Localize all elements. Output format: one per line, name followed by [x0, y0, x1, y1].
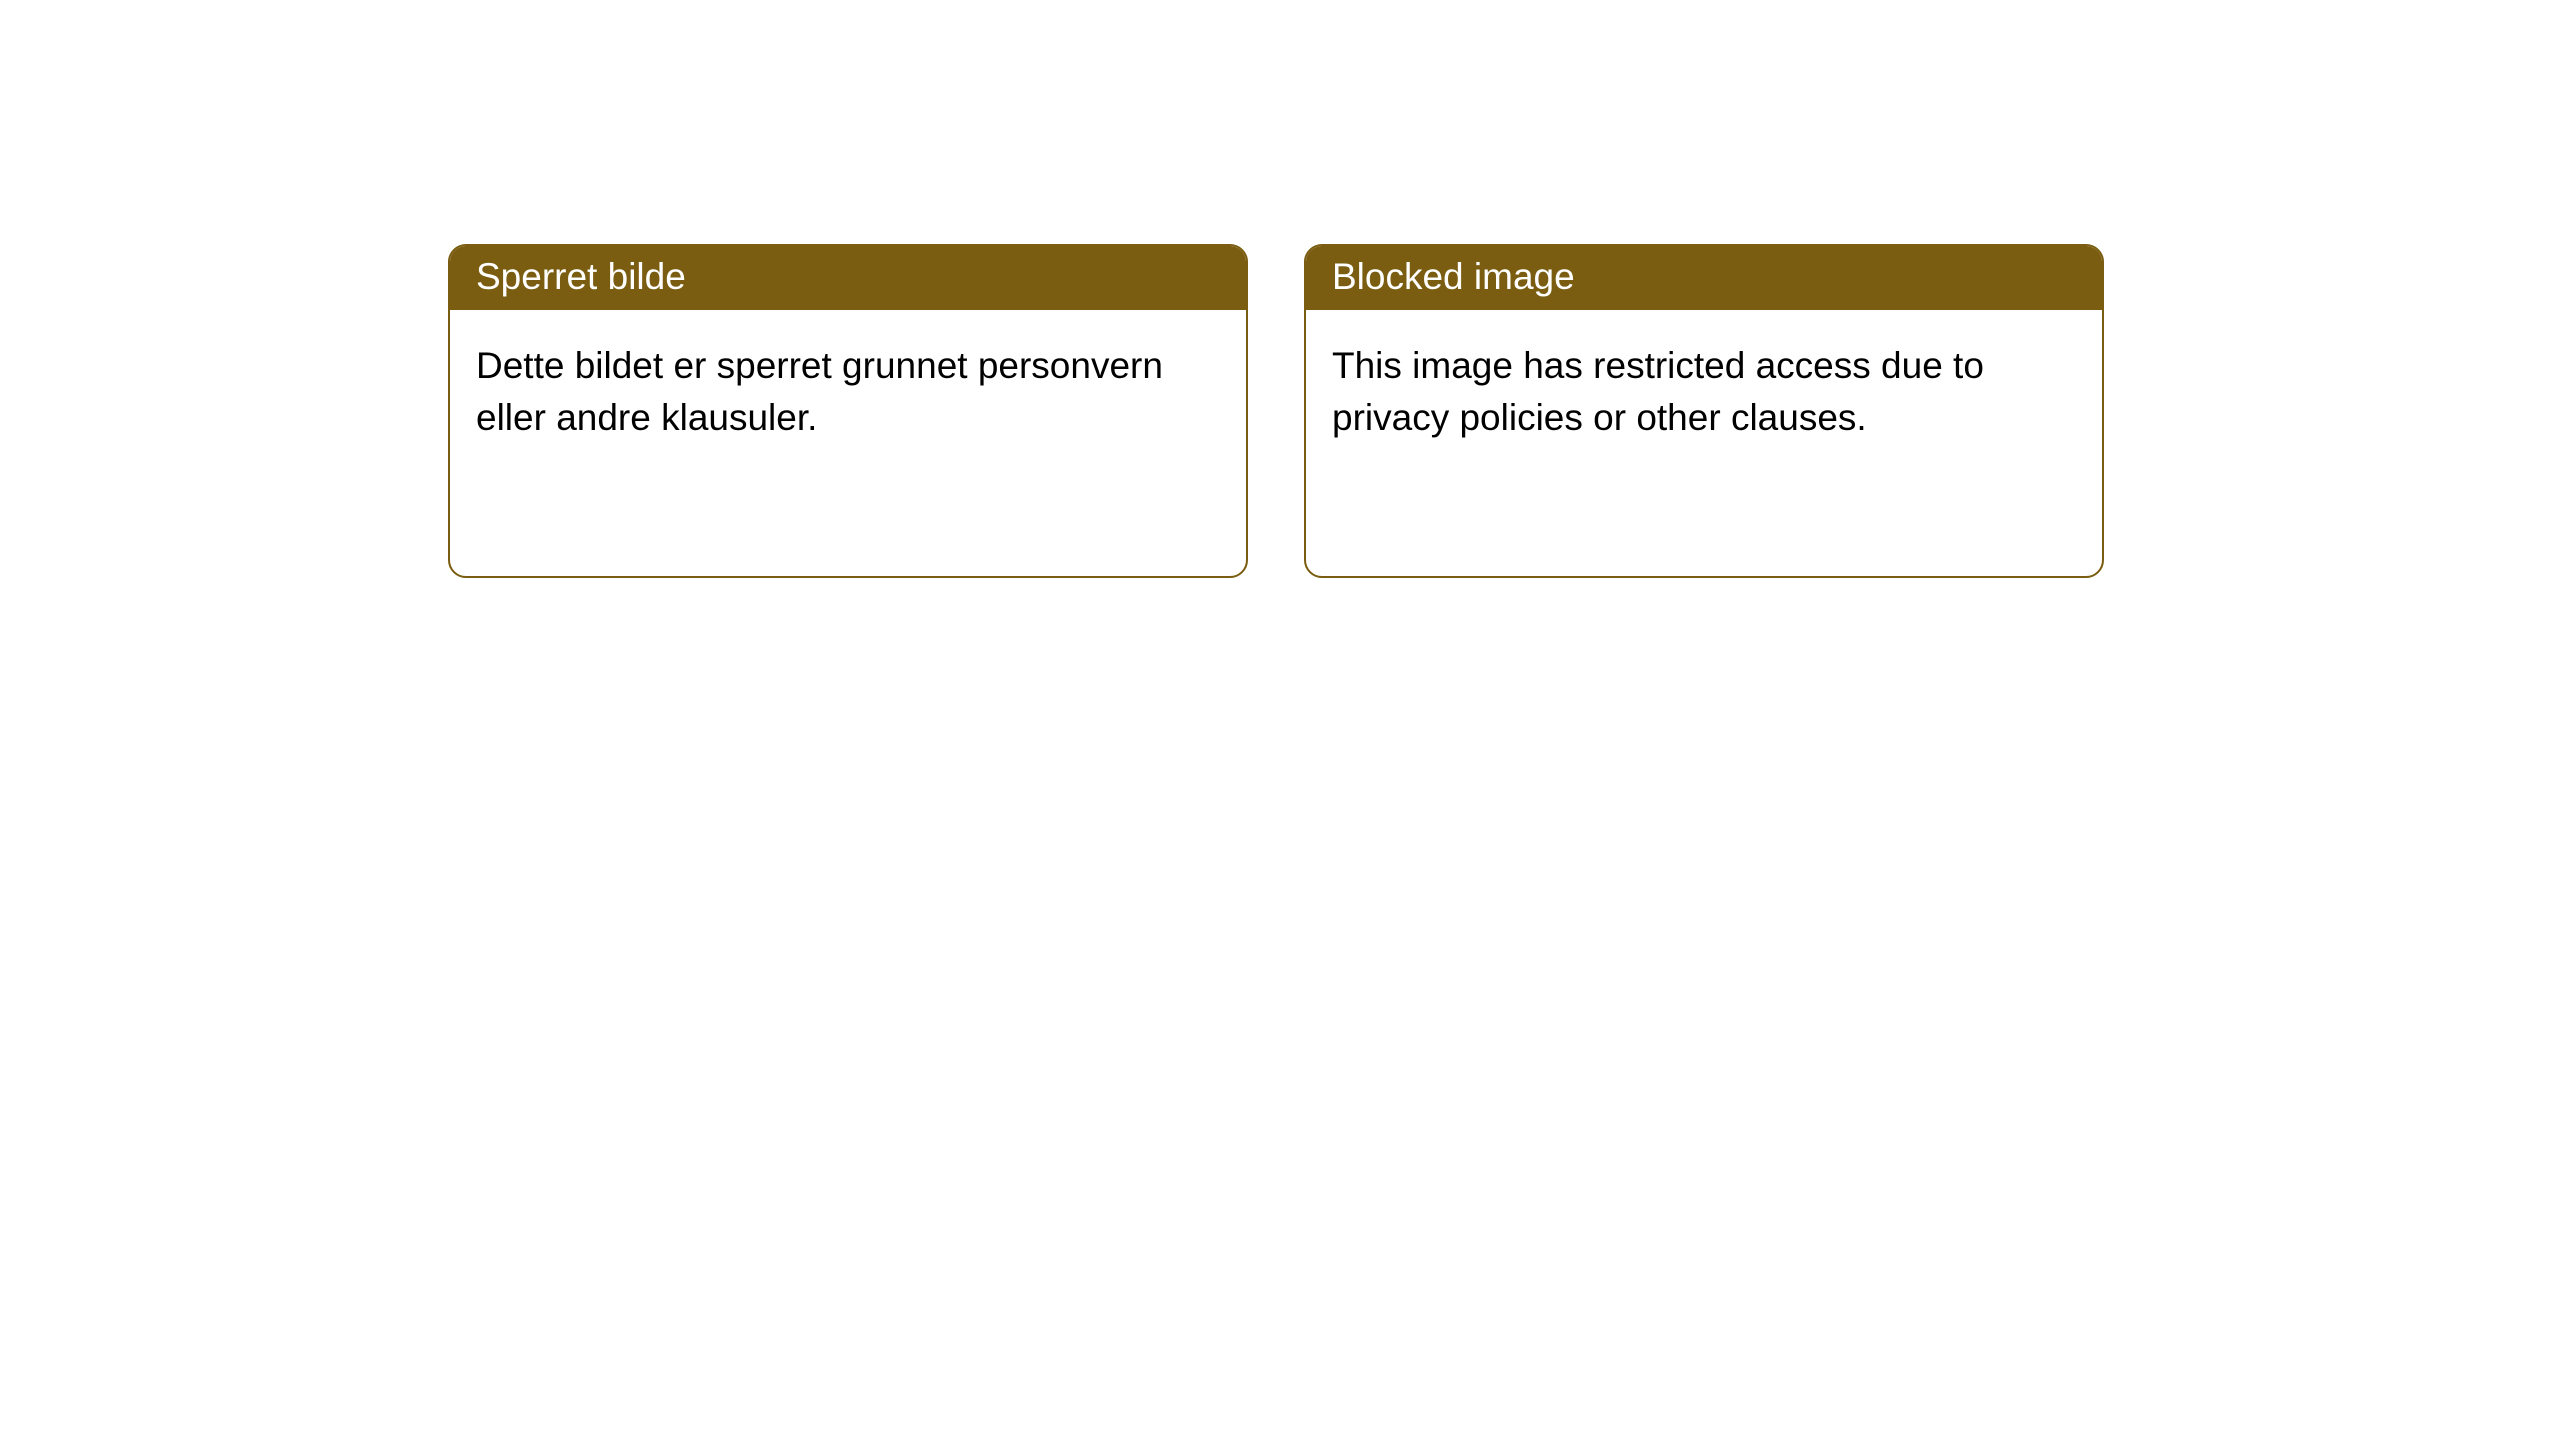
notice-title: Blocked image: [1306, 246, 2102, 310]
notice-body: This image has restricted access due to …: [1306, 310, 2102, 474]
notice-body: Dette bildet er sperret grunnet personve…: [450, 310, 1246, 474]
notice-card-norwegian: Sperret bilde Dette bildet er sperret gr…: [448, 244, 1248, 578]
notice-title: Sperret bilde: [450, 246, 1246, 310]
notice-card-english: Blocked image This image has restricted …: [1304, 244, 2104, 578]
notice-container: Sperret bilde Dette bildet er sperret gr…: [0, 0, 2560, 578]
